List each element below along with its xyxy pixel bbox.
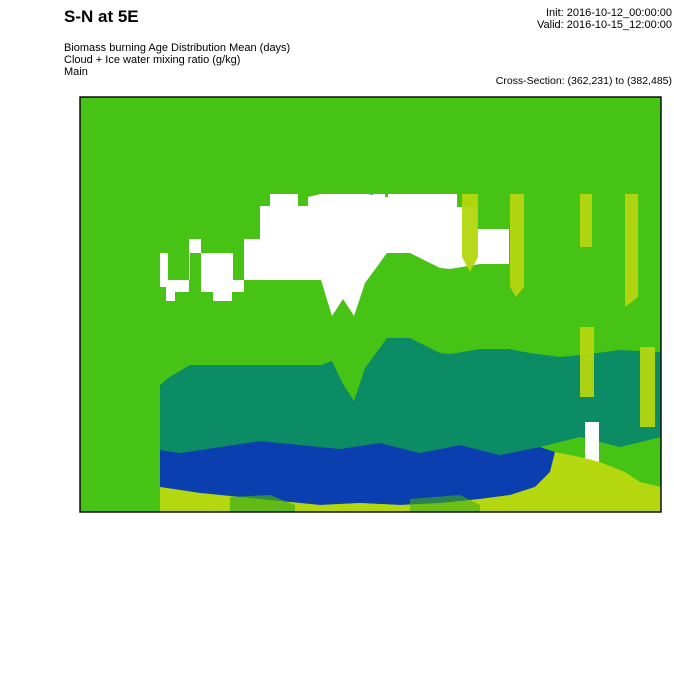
svg-text:Main: Main xyxy=(64,66,88,78)
svg-text:Cloud + Ice water mixing ratio: Cloud + Ice water mixing ratio (g/kg) xyxy=(64,54,240,66)
svg-text:Valid: 2016-10-15_12:00:00: Valid: 2016-10-15_12:00:00 xyxy=(537,19,672,31)
svg-text:S-N at 5E: S-N at 5E xyxy=(64,7,139,26)
svg-text:Biomass burning Age Distributi: Biomass burning Age Distribution Mean (d… xyxy=(64,42,290,54)
svg-text:Init: 2016-10-12_00:00:00: Init: 2016-10-12_00:00:00 xyxy=(546,7,672,19)
svg-text:Cross-Section: (362,231) to (3: Cross-Section: (362,231) to (382,485) xyxy=(496,75,672,87)
